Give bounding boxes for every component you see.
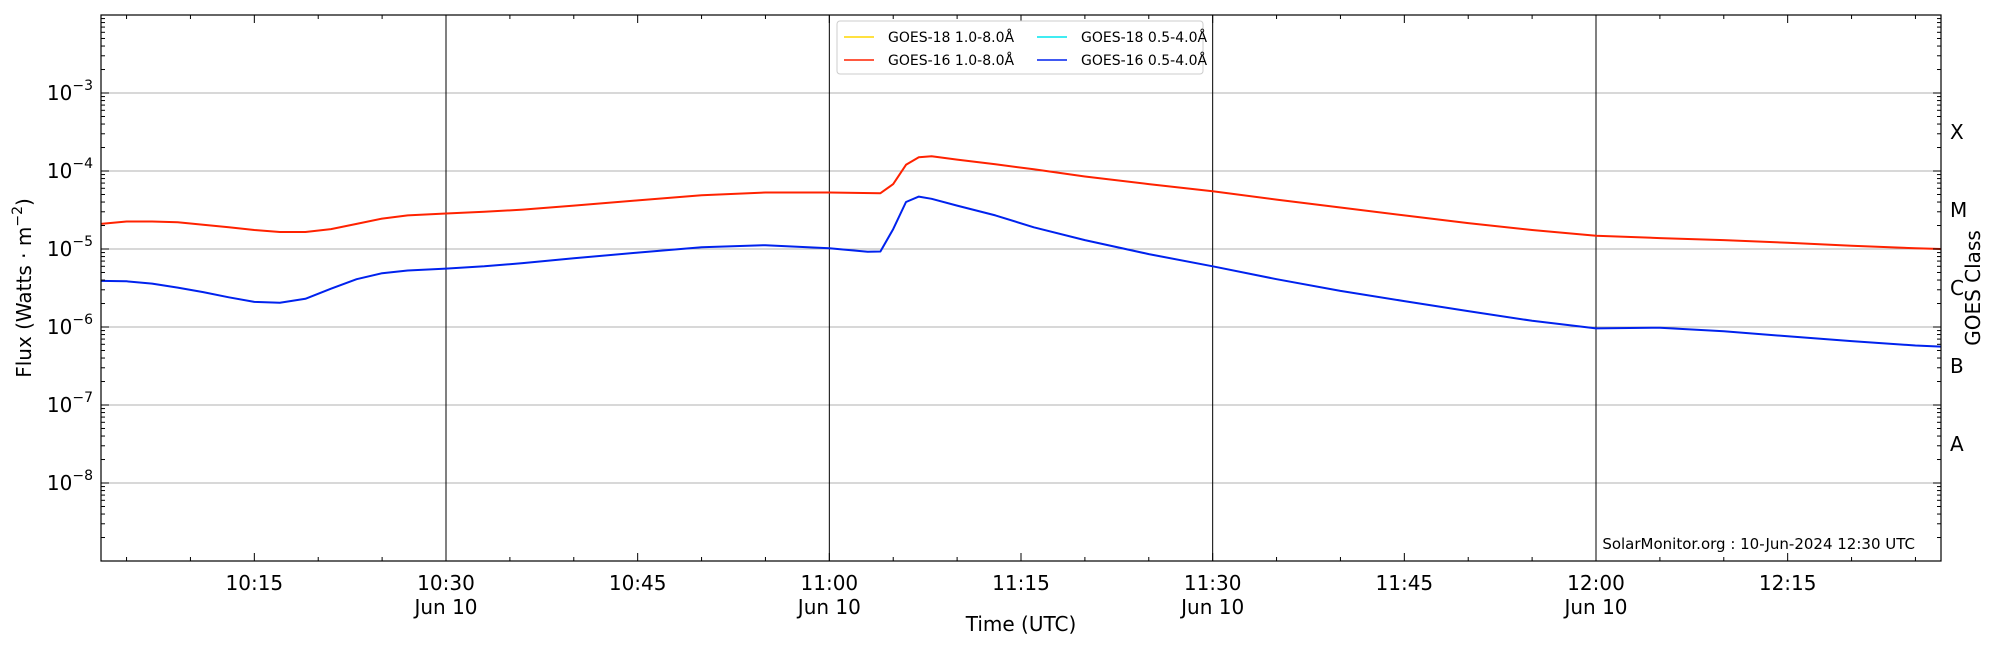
goes-class-label: X bbox=[1950, 120, 1964, 144]
y-tick-label: 10−5 bbox=[47, 234, 93, 261]
x-tick-date-label: Jun 10 bbox=[1179, 595, 1244, 619]
x-tick-label: 10:30 bbox=[417, 571, 475, 595]
x-tick-label: 11:00 bbox=[801, 571, 859, 595]
plot-frame bbox=[100, 14, 1942, 562]
y-tick-label: 10−3 bbox=[47, 78, 93, 105]
x-tick-label: 11:30 bbox=[1184, 571, 1242, 595]
x-tick-date-label: Jun 10 bbox=[796, 595, 861, 619]
grid-lines bbox=[101, 92, 1941, 484]
x-tick-label: 10:15 bbox=[226, 571, 284, 595]
x-tick-label: 10:45 bbox=[609, 571, 667, 595]
y-tick-label: 10−4 bbox=[47, 156, 93, 183]
x-tick-date-label: Jun 10 bbox=[1562, 595, 1627, 619]
series-line bbox=[100, 195, 1942, 348]
x-tick-label: 12:15 bbox=[1759, 571, 1817, 595]
goes-class-label: A bbox=[1950, 432, 1964, 456]
x-tick-label: 11:15 bbox=[992, 571, 1050, 595]
y-tick-label: 10−6 bbox=[47, 312, 93, 339]
right-axis-label: GOES Class bbox=[1961, 230, 1985, 346]
x-tick-label: 11:45 bbox=[1376, 571, 1434, 595]
goes-class-label: C bbox=[1950, 276, 1964, 300]
legend-label: GOES-16 1.0-8.0Å bbox=[888, 52, 1014, 69]
y-tick-label: 10−7 bbox=[47, 390, 93, 417]
axis-ticks bbox=[101, 15, 1941, 562]
credit-text: SolarMonitor.org : 10-Jun-2024 12:30 UTC bbox=[1602, 535, 1915, 553]
legend-label: GOES-18 1.0-8.0Å bbox=[888, 29, 1014, 46]
vertical-date-lines bbox=[445, 15, 1597, 561]
legend-box bbox=[836, 20, 1204, 75]
data-series bbox=[100, 155, 1942, 348]
legend: GOES-18 1.0-8.0Å GOES-18 0.5-4.0Å GOES-16 … bbox=[836, 20, 1207, 75]
legend-label: GOES-18 0.5-4.0Å bbox=[1081, 29, 1207, 46]
y-axis-label: Flux (Watts · m−2) bbox=[10, 198, 36, 378]
x-tick-label: 12:00 bbox=[1567, 571, 1625, 595]
x-tick-date-label: Jun 10 bbox=[412, 595, 477, 619]
legend-label: GOES-16 0.5-4.0Å bbox=[1081, 52, 1207, 69]
goes-class-labels: A B C M X bbox=[1950, 120, 1967, 456]
series-line bbox=[100, 155, 1942, 250]
goes-class-label: M bbox=[1950, 198, 1967, 222]
x-axis-label: Time (UTC) bbox=[965, 612, 1077, 636]
y-tick-label: 10−8 bbox=[47, 468, 93, 495]
goes-class-label: B bbox=[1950, 354, 1964, 378]
y-tick-labels: 10−8 10−7 10−6 10−5 10−4 10−3 bbox=[47, 78, 93, 495]
